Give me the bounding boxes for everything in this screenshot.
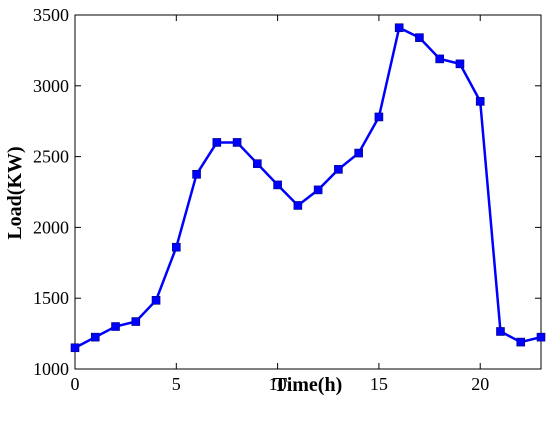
data-point <box>516 337 526 347</box>
data-point <box>131 317 141 326</box>
data-point <box>435 54 444 64</box>
series-layer <box>70 23 546 353</box>
y-tick-label: 2000 <box>33 217 69 237</box>
data-point <box>192 170 201 179</box>
data-point <box>70 343 80 353</box>
y-axis-ticks: 1000 1500 2000 2500 3000 3500 <box>33 5 541 379</box>
y-tick-label: 3000 <box>33 76 69 96</box>
y-tick-label: 3500 <box>33 5 69 25</box>
data-point <box>273 180 282 190</box>
data-point <box>313 185 323 195</box>
data-point <box>90 332 100 342</box>
data-point <box>536 332 546 342</box>
y-tick-label: 1000 <box>33 359 69 379</box>
data-point <box>475 97 485 106</box>
x-axis-title: Time(h) <box>274 374 343 396</box>
data-point <box>374 112 384 122</box>
x-axis-ticks: 0 5 10 15 20 <box>71 15 489 394</box>
data-point <box>172 242 181 252</box>
data-point <box>212 138 222 147</box>
x-tick-label: 5 <box>172 374 181 394</box>
data-point <box>334 165 343 174</box>
data-point <box>232 138 242 147</box>
data-point <box>253 159 262 168</box>
data-point <box>415 33 424 42</box>
series-line <box>74 25 542 349</box>
x-tick-label: 0 <box>71 374 80 394</box>
x-tick-label: 20 <box>471 374 489 394</box>
data-point <box>354 148 363 158</box>
plot-frame <box>74 14 542 370</box>
data-point <box>455 59 465 69</box>
data-point <box>496 327 505 336</box>
y-tick-label: 1500 <box>33 288 69 308</box>
data-point <box>394 23 404 33</box>
data-point <box>111 322 120 331</box>
y-tick-label: 2500 <box>33 147 69 167</box>
x-tick-label: 15 <box>370 374 388 394</box>
y-axis-title: Load(KW) <box>4 146 26 239</box>
x-tick-label: 10 <box>269 374 287 394</box>
data-point <box>151 296 161 305</box>
data-point <box>293 201 303 210</box>
plot-area <box>74 14 542 370</box>
